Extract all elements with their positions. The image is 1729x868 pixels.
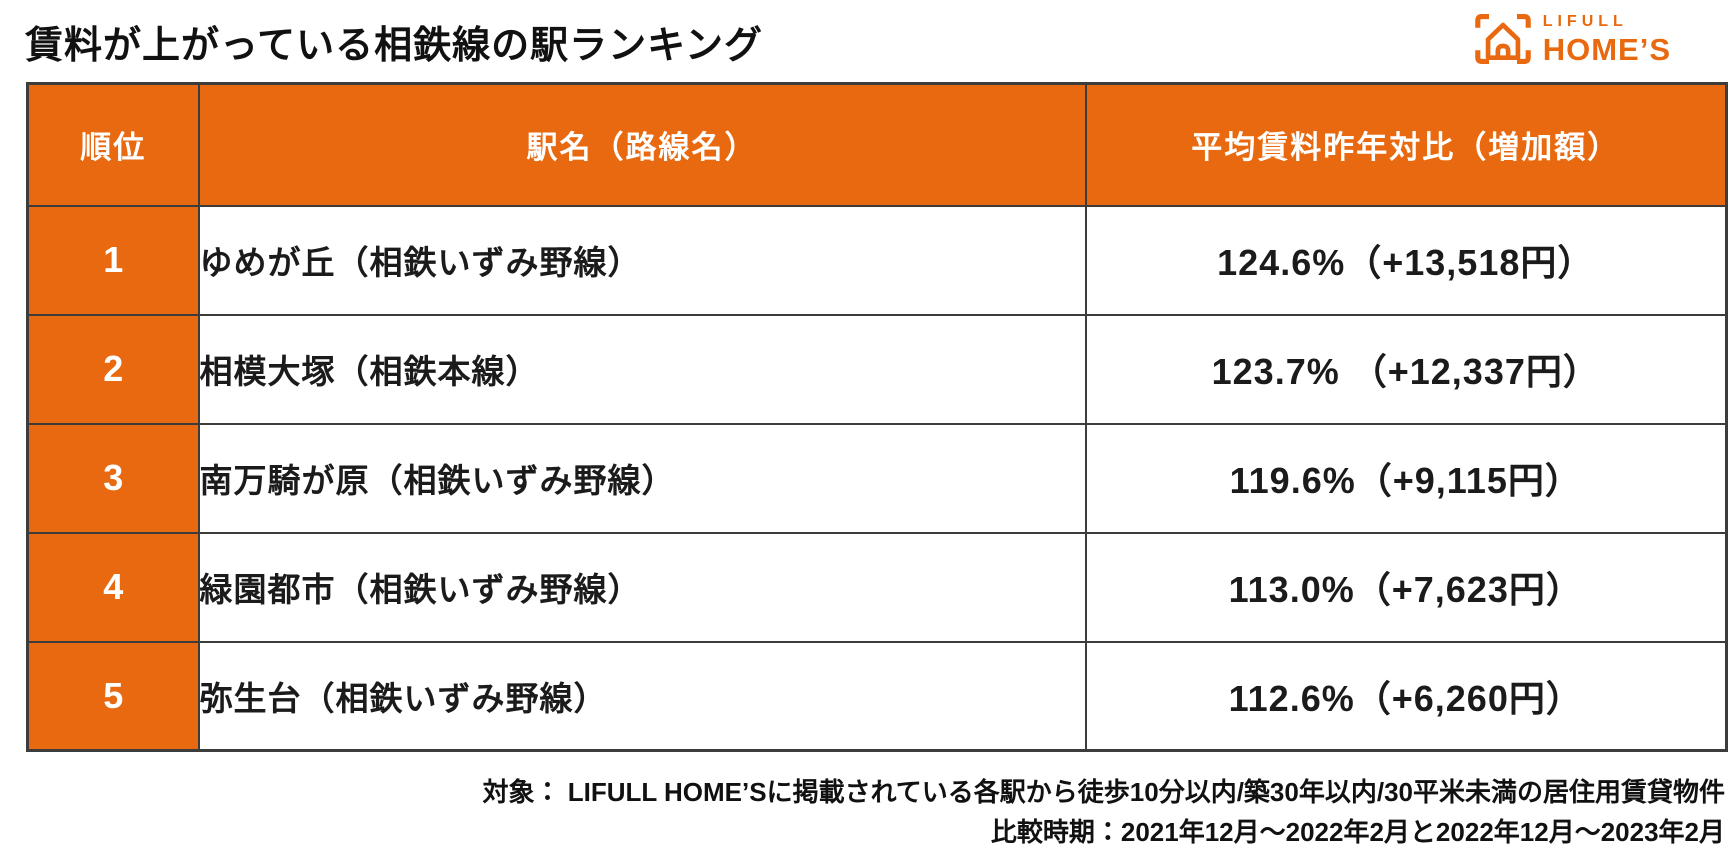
logo-wordmark: LIFULL HOME’S xyxy=(1542,12,1671,67)
footnotes: 対象： LIFULL HOME’Sに掲載されている各駅から徒歩10分以内/築30… xyxy=(0,772,1726,852)
station-cell: 緑園都市（相鉄いずみ野線） xyxy=(197,531,1087,643)
table-row: 4 緑園都市（相鉄いずみ野線） 113.0%（+7,623円） xyxy=(26,531,1728,643)
rank-cell: 3 xyxy=(26,422,200,534)
rank-cell: 5 xyxy=(26,640,200,752)
station-cell: ゆめが丘（相鉄いずみ野線） xyxy=(197,204,1087,316)
table-row: 1 ゆめが丘（相鉄いずみ野線） 124.6%（+13,518円） xyxy=(26,204,1728,316)
value-cell: 123.7% （+12,337円） xyxy=(1084,313,1728,425)
value-cell: 112.6%（+6,260円） xyxy=(1084,640,1728,752)
table-header-row: 順位 駅名（路線名） 平均賃料昨年対比（増加額） xyxy=(26,82,1728,207)
logo-text-lifull: LIFULL xyxy=(1542,12,1628,30)
footnote-comparison-period: 比較時期：2021年12月～2022年2月と2022年12月～2023年2月 xyxy=(990,817,1725,847)
value-cell: 124.6%（+13,518円） xyxy=(1084,204,1728,316)
rank-cell: 2 xyxy=(26,313,200,425)
rank-cell: 1 xyxy=(26,204,200,316)
col-header-rank: 順位 xyxy=(26,82,200,207)
station-cell: 相模大塚（相鉄本線） xyxy=(197,313,1087,425)
value-cell: 119.6%（+9,115円） xyxy=(1084,422,1728,534)
logo-text-homes: HOME’S xyxy=(1542,31,1671,67)
table-row: 3 南万騎が原（相鉄いずみ野線） 119.6%（+9,115円） xyxy=(26,422,1728,534)
page-title: 賃料が上がっている相鉄線の駅ランキング xyxy=(25,25,763,67)
station-cell: 南万騎が原（相鉄いずみ野線） xyxy=(197,422,1087,534)
house-in-viewfinder-icon xyxy=(1474,12,1531,66)
col-header-rent-comparison: 平均賃料昨年対比（増加額） xyxy=(1084,82,1728,207)
station-cell: 弥生台（相鉄いずみ野線） xyxy=(197,640,1087,752)
rank-cell: 4 xyxy=(26,531,200,643)
table-row: 5 弥生台（相鉄いずみ野線） 112.6%（+6,260円） xyxy=(26,640,1728,752)
table-row: 2 相模大塚（相鉄本線） 123.7% （+12,337円） xyxy=(26,313,1728,425)
top-bar: 賃料が上がっている相鉄線の駅ランキング LIFULL HOME’S xyxy=(0,0,1729,82)
lifull-homes-logo: LIFULL HOME’S xyxy=(1474,12,1671,67)
footnote-target-criteria: 対象： LIFULL HOME’Sに掲載されている各駅から徒歩10分以内/築30… xyxy=(482,777,1726,807)
value-cell: 113.0%（+7,623円） xyxy=(1084,531,1728,643)
ranking-table: 順位 駅名（路線名） 平均賃料昨年対比（増加額） 1 ゆめが丘（相鉄いずみ野線）… xyxy=(26,82,1728,752)
col-header-station: 駅名（路線名） xyxy=(197,82,1087,207)
